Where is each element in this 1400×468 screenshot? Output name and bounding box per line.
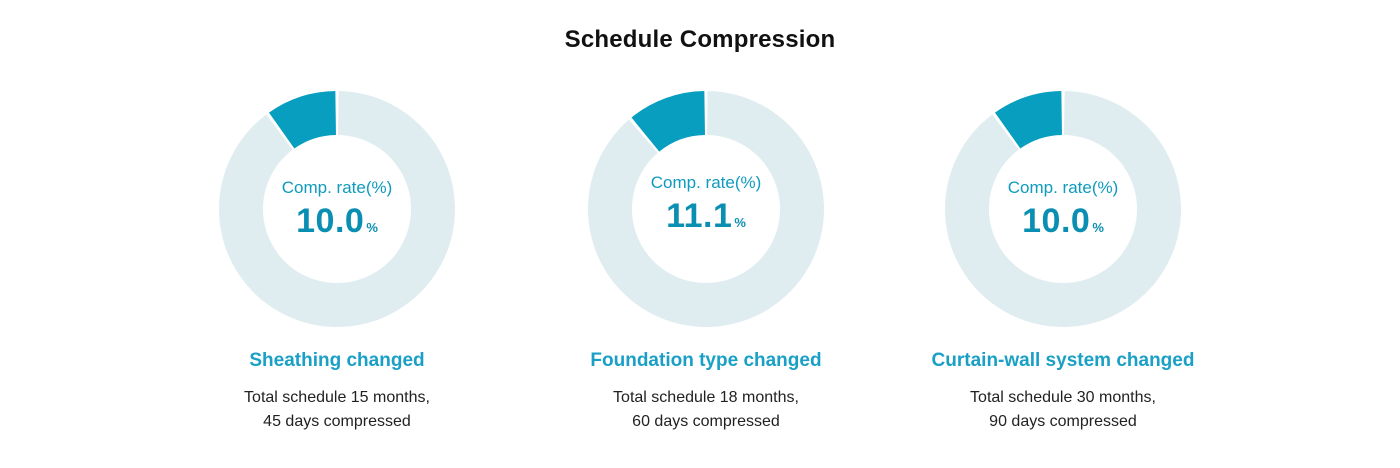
description-line-2: 90 days compressed	[989, 413, 1137, 430]
panel-caption: Sheathing changed	[249, 350, 425, 371]
comp-rate-number: 10.0	[1022, 202, 1091, 240]
description-line-1: Total schedule 30 months,	[970, 389, 1156, 406]
donut-panel-curtain-wall: Comp. rate(%) 10.0% Curtain-wall system …	[883, 90, 1243, 450]
donut-panel-foundation: Comp. rate(%) 11.1% Foundation type chan…	[526, 90, 886, 450]
comp-rate-label: Comp. rate(%)	[1007, 178, 1119, 197]
donut-value-slice	[994, 91, 1062, 149]
donut-track-arc	[588, 91, 825, 327]
comp-rate-number: 11.1	[666, 197, 733, 235]
description-line-1: Total schedule 18 months,	[613, 389, 799, 406]
comp-rate-value: 11.1%	[526, 197, 886, 236]
comp-rate-number: 10.0	[296, 202, 365, 240]
comp-rate-unit: %	[1092, 220, 1104, 235]
comp-rate-unit: %	[366, 220, 378, 235]
panel-caption: Curtain-wall system changed	[931, 350, 1195, 371]
donut-chart	[945, 91, 1182, 327]
panel-caption: Foundation type changed	[590, 350, 822, 371]
description-line-1: Total schedule 15 months,	[244, 389, 430, 406]
comp-rate-unit: %	[734, 215, 746, 230]
panel-description: Total schedule 18 months, 60 days compre…	[526, 386, 886, 434]
description-line-2: 60 days compressed	[632, 413, 780, 430]
donut-value-slice	[631, 91, 705, 152]
donut-track-arc	[219, 91, 456, 327]
donut-chart	[219, 91, 456, 327]
donut-track-arc	[945, 91, 1182, 327]
chart-title: Schedule Compression	[564, 26, 836, 53]
comp-rate-value: 10.0%	[883, 202, 1243, 241]
description-line-2: 45 days compressed	[263, 413, 411, 430]
panel-description: Total schedule 15 months, 45 days compre…	[157, 386, 517, 434]
donut-value-slice	[268, 91, 336, 149]
donut-panel-sheathing: Comp. rate(%) 10.0% Sheathing changed To…	[157, 90, 517, 450]
comp-rate-label: Comp. rate(%)	[281, 178, 393, 197]
comp-rate-label: Comp. rate(%)	[650, 173, 762, 192]
panel-description: Total schedule 30 months, 90 days compre…	[883, 386, 1243, 434]
comp-rate-value: 10.0%	[157, 202, 517, 241]
donut-chart	[588, 91, 825, 327]
